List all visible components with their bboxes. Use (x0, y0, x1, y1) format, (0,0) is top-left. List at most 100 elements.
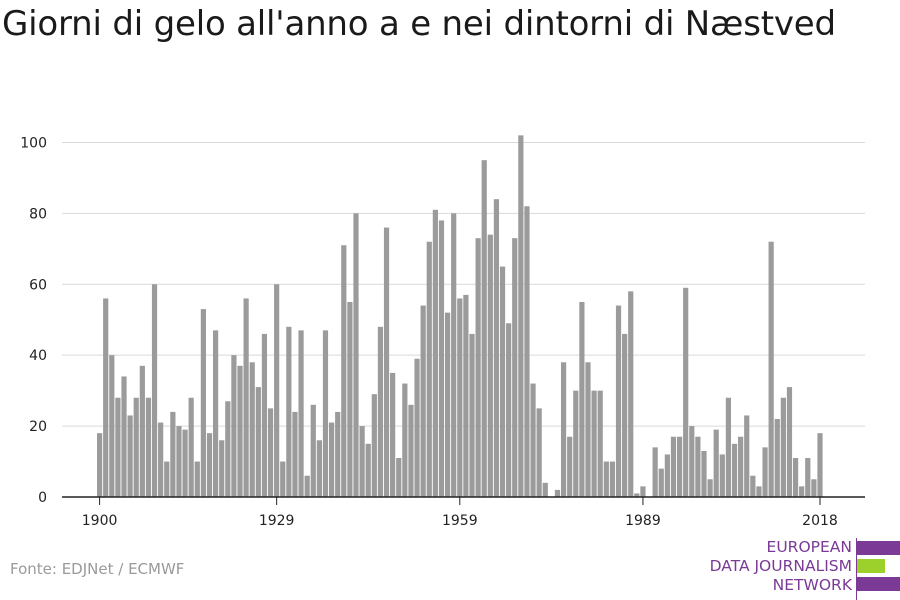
bar[interactable] (109, 355, 115, 497)
bar[interactable] (151, 284, 158, 497)
bar[interactable] (573, 390, 579, 497)
bar[interactable] (145, 397, 152, 497)
bar[interactable] (567, 436, 573, 497)
bar[interactable] (426, 241, 432, 497)
bar[interactable] (817, 433, 823, 497)
bar[interactable] (640, 486, 646, 497)
bar[interactable] (768, 241, 774, 497)
bar[interactable] (274, 284, 280, 497)
bar[interactable] (731, 443, 738, 497)
bar[interactable] (506, 323, 512, 497)
bar[interactable] (353, 213, 359, 498)
bar[interactable] (707, 479, 713, 497)
bar[interactable] (97, 433, 103, 497)
bar[interactable] (774, 419, 780, 497)
bar[interactable] (261, 333, 268, 497)
bar[interactable] (292, 411, 298, 497)
bar[interactable] (603, 461, 609, 497)
bar[interactable] (420, 305, 426, 497)
bar[interactable] (280, 461, 286, 497)
bar[interactable] (487, 234, 493, 497)
bar[interactable] (365, 443, 371, 497)
bar[interactable] (622, 333, 628, 497)
bar[interactable] (231, 355, 237, 497)
bar[interactable] (170, 411, 176, 497)
bar[interactable] (133, 397, 139, 497)
bar[interactable] (585, 362, 591, 497)
bar[interactable] (664, 454, 670, 497)
bar[interactable] (237, 365, 243, 497)
bar[interactable] (316, 440, 322, 497)
bar[interactable] (530, 383, 536, 497)
bar[interactable] (286, 326, 292, 497)
bar[interactable] (542, 482, 548, 497)
bar[interactable] (811, 479, 817, 497)
bar[interactable] (615, 305, 622, 497)
bar[interactable] (304, 475, 310, 497)
bar[interactable] (451, 213, 457, 498)
bar[interactable] (750, 475, 756, 497)
bar[interactable] (463, 294, 469, 497)
bar[interactable] (444, 312, 451, 497)
bar[interactable] (213, 330, 219, 497)
bar[interactable] (799, 486, 805, 497)
bar[interactable] (310, 404, 316, 497)
bar[interactable] (518, 135, 524, 498)
bar[interactable] (322, 330, 329, 497)
bar[interactable] (560, 362, 567, 497)
bar[interactable] (225, 401, 231, 497)
bar[interactable] (402, 383, 408, 497)
bar[interactable] (469, 333, 475, 497)
bar[interactable] (408, 404, 414, 497)
bar[interactable] (255, 387, 261, 497)
bar[interactable] (432, 209, 438, 497)
bar[interactable] (683, 287, 689, 497)
bar[interactable] (713, 429, 719, 497)
bar[interactable] (158, 422, 164, 497)
bar[interactable] (182, 429, 188, 497)
bar[interactable] (658, 468, 664, 497)
bar[interactable] (206, 433, 213, 497)
bar[interactable] (267, 408, 274, 497)
bar[interactable] (670, 436, 677, 497)
bar[interactable] (390, 372, 396, 497)
bar[interactable] (524, 206, 530, 497)
bar[interactable] (127, 415, 133, 497)
bar[interactable] (298, 330, 304, 497)
bar[interactable] (512, 238, 518, 497)
bar[interactable] (164, 461, 170, 497)
bar[interactable] (597, 390, 603, 497)
bar[interactable] (744, 415, 750, 497)
bar[interactable] (243, 298, 249, 497)
bar[interactable] (359, 426, 365, 497)
bar[interactable] (792, 458, 799, 497)
bar[interactable] (536, 408, 542, 497)
bar[interactable] (634, 493, 640, 497)
bar[interactable] (414, 358, 420, 497)
bar[interactable] (115, 397, 121, 497)
bar[interactable] (139, 365, 145, 497)
bar[interactable] (457, 298, 463, 497)
bar[interactable] (689, 426, 695, 497)
bar[interactable] (786, 387, 793, 497)
bar[interactable] (591, 390, 597, 497)
bar[interactable] (396, 458, 402, 497)
bar[interactable] (121, 376, 127, 497)
bar[interactable] (176, 426, 182, 497)
bar[interactable] (805, 458, 811, 497)
bar[interactable] (347, 302, 353, 497)
bar[interactable] (725, 397, 732, 497)
bar[interactable] (762, 447, 768, 497)
bar[interactable] (609, 461, 616, 497)
edjnet-logo[interactable]: EUROPEAN DATA JOURNALISM NETWORK (700, 538, 900, 600)
bar[interactable] (695, 436, 701, 497)
bar[interactable] (188, 397, 194, 497)
bar[interactable] (738, 436, 744, 497)
bar[interactable] (493, 199, 500, 497)
bar[interactable] (676, 436, 683, 497)
bar[interactable] (756, 486, 762, 497)
bar[interactable] (719, 454, 725, 497)
bar[interactable] (249, 362, 255, 497)
bar[interactable] (438, 220, 445, 497)
bar[interactable] (371, 394, 377, 497)
